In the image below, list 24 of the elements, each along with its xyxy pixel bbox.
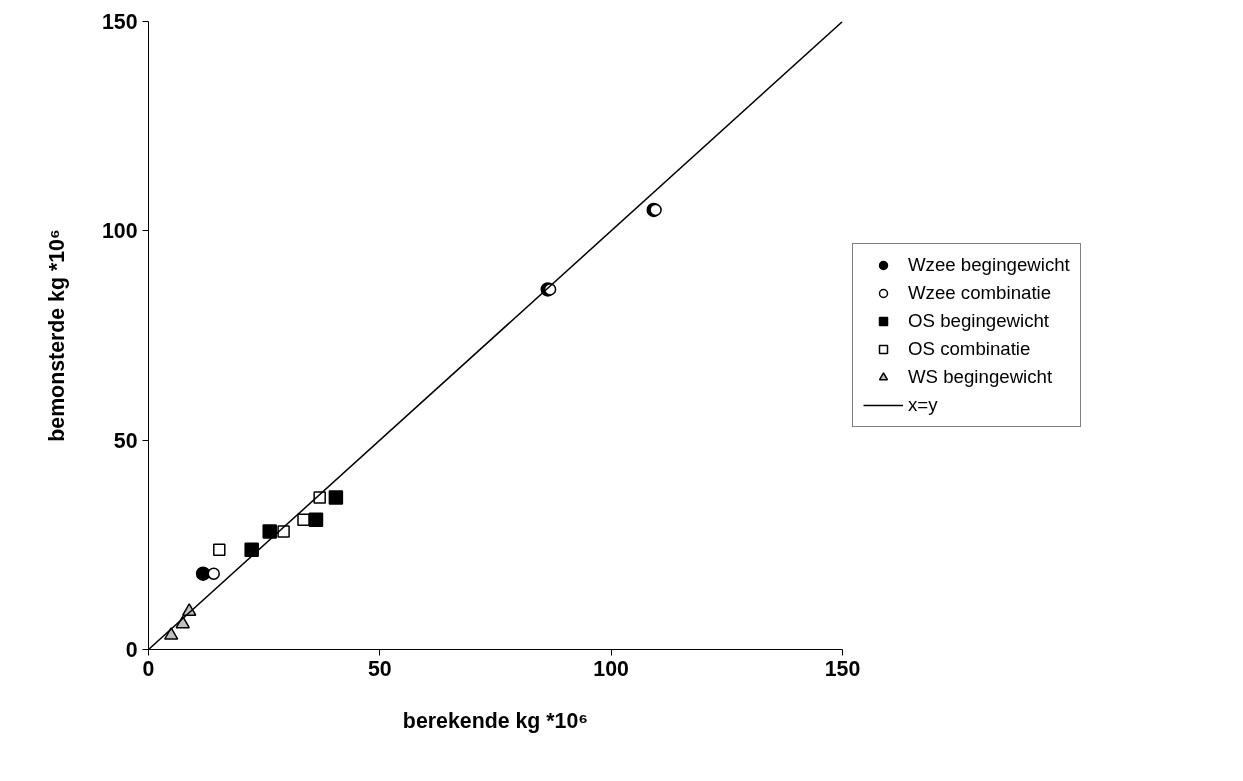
point — [297, 513, 310, 526]
legend-label: OS combinatie — [908, 338, 1031, 360]
x-axis-title: berekende kg *10⁶ — [402, 708, 589, 733]
legend-label: OS begingewicht — [908, 310, 1050, 332]
y-axis-title: bemonsterde kg *10⁶ — [44, 229, 69, 442]
x-tick-label: 0 — [142, 656, 155, 681]
y-tick-label: 150 — [101, 10, 138, 34]
x-tick-label: 150 — [824, 656, 861, 681]
point — [308, 512, 324, 527]
point — [213, 543, 226, 557]
point — [262, 524, 277, 539]
y-tick-label: 50 — [113, 428, 138, 453]
y-tick-label: 100 — [101, 219, 138, 244]
y-tick-label: 0 — [125, 638, 138, 662]
point — [195, 566, 211, 581]
legend-label: Wzee combinatie — [908, 282, 1052, 304]
x-tick-label: 50 — [367, 656, 392, 681]
legend-label: Wzee begingewicht — [908, 254, 1070, 276]
legend-label: WS begingewicht — [908, 366, 1053, 388]
point — [328, 490, 344, 505]
point — [244, 542, 259, 558]
x-tick-label: 100 — [593, 656, 629, 681]
legend-label: x=y — [908, 394, 938, 416]
point — [163, 627, 179, 640]
